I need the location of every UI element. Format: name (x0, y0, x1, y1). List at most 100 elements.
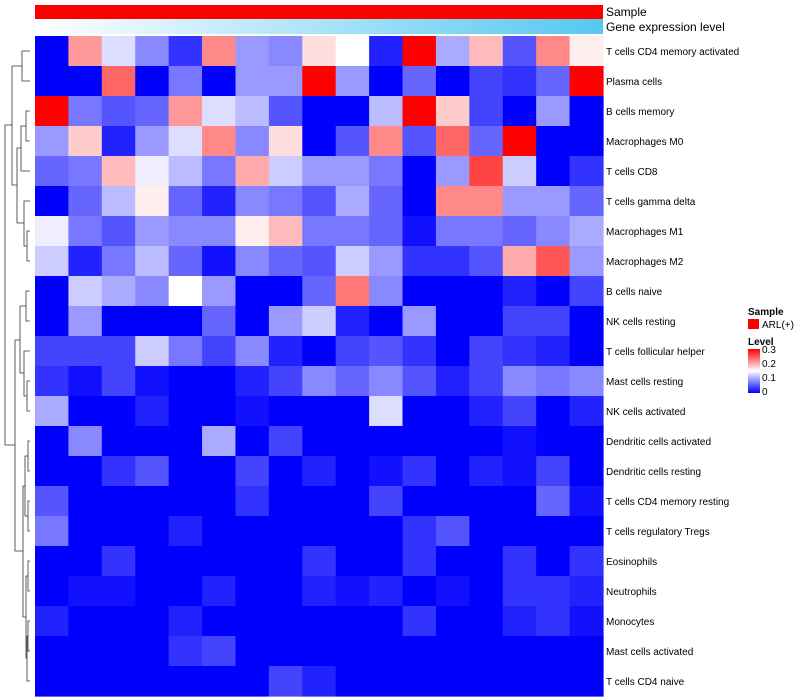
row-label: Dendritic cells resting (606, 467, 701, 478)
heatmap-cell (235, 546, 270, 577)
heatmap-cell (101, 546, 136, 577)
heatmap-cell (135, 516, 170, 547)
heatmap-cell (35, 516, 70, 547)
row-label: Macrophages M1 (606, 227, 684, 238)
heatmap-cell (135, 186, 170, 217)
heatmap-cell (235, 486, 270, 517)
heatmap-cell (35, 246, 70, 277)
heatmap-cell (68, 156, 103, 187)
heatmap-cell (35, 426, 70, 457)
heatmap-cell (469, 396, 504, 427)
heatmap-cell (68, 36, 103, 67)
heatmap-cell (202, 516, 237, 547)
heatmap-cell (268, 396, 303, 427)
heatmap-cell (101, 36, 136, 67)
heatmap-cell (402, 36, 437, 67)
heatmap-cell (469, 546, 504, 577)
heatmap-cell (235, 666, 270, 697)
heatmap-cell (302, 546, 337, 577)
heatmap-cell (35, 606, 70, 637)
heatmap-cell (536, 606, 571, 637)
heatmap-cell (502, 336, 537, 367)
legend-level-tick: 0.3 (762, 345, 776, 356)
heatmap-cell (135, 546, 170, 577)
heatmap-cell (168, 636, 203, 667)
heatmap-cell (202, 36, 237, 67)
heatmap-cell (135, 96, 170, 127)
heatmap-cell (435, 606, 470, 637)
legend-sample-swatch (748, 319, 759, 329)
heatmap-cell (235, 336, 270, 367)
heatmap-cell (135, 636, 170, 667)
heatmap-cell (235, 516, 270, 547)
heatmap-cell (302, 516, 337, 547)
heatmap-cell (202, 336, 237, 367)
heatmap-cell (202, 246, 237, 277)
legend-level-title: Level (748, 337, 774, 348)
heatmap-cell (536, 216, 571, 247)
heatmap-cell (202, 276, 237, 307)
heatmap-cell (402, 366, 437, 397)
heatmap-cell (335, 36, 370, 67)
heatmap-cell (335, 96, 370, 127)
heatmap-cell (569, 156, 604, 187)
heatmap-cell (369, 246, 404, 277)
heatmap-cell (202, 456, 237, 487)
heatmap-cell (68, 126, 103, 157)
heatmap-cell (302, 96, 337, 127)
heatmap-cell (402, 396, 437, 427)
heatmap-cell (101, 156, 136, 187)
heatmap-cell (536, 666, 571, 697)
heatmap-cell (569, 126, 604, 157)
heatmap-cell (35, 96, 70, 127)
heatmap-cell (502, 426, 537, 457)
heatmap-cell (469, 336, 504, 367)
heatmap-cell (502, 36, 537, 67)
heatmap-cell (569, 606, 604, 637)
heatmap-cell (435, 36, 470, 67)
heatmap-cell (302, 396, 337, 427)
heatmap-cell (35, 666, 70, 697)
legend: Sample ARL(+) Level 0.3 0.2 0.1 0 (748, 307, 794, 398)
heatmap-cell (168, 246, 203, 277)
heatmap-cell (168, 666, 203, 697)
heatmap-cell (35, 456, 70, 487)
heatmap-cell (402, 546, 437, 577)
heatmap-cell (35, 186, 70, 217)
heatmap-cell (402, 336, 437, 367)
heatmap-cell (168, 366, 203, 397)
heatmap-cell (469, 576, 504, 607)
heatmap-cell (101, 606, 136, 637)
row-label: T cells CD4 memory resting (606, 497, 729, 508)
heatmap-cell (569, 96, 604, 127)
heatmap-cell (68, 336, 103, 367)
heatmap-cell (569, 546, 604, 577)
heatmap-cell (168, 66, 203, 97)
heatmap-cell (402, 96, 437, 127)
heatmap-cell (369, 336, 404, 367)
heatmap-cell (302, 126, 337, 157)
heatmap-cell (268, 546, 303, 577)
heatmap-cell (536, 156, 571, 187)
heatmap-cell (35, 576, 70, 607)
heatmap-cell (335, 636, 370, 667)
row-label: T cells regulatory Tregs (606, 527, 710, 538)
row-label: NK cells activated (606, 407, 685, 418)
heatmap-cell (101, 276, 136, 307)
heatmap-cell (369, 186, 404, 217)
heatmap-cell (335, 216, 370, 247)
heatmap-cell (335, 306, 370, 337)
heatmap-cell (268, 306, 303, 337)
heatmap-cell (302, 336, 337, 367)
heatmap-cell (569, 246, 604, 277)
heatmap-cell (402, 186, 437, 217)
heatmap-cell (135, 576, 170, 607)
heatmap-cell (101, 366, 136, 397)
heatmap-cell (268, 426, 303, 457)
heatmap-cell (135, 216, 170, 247)
heatmap-cell (202, 606, 237, 637)
heatmap-cell (302, 66, 337, 97)
heatmap-cell (536, 516, 571, 547)
heatmap-cell (168, 186, 203, 217)
heatmap-cell (202, 186, 237, 217)
